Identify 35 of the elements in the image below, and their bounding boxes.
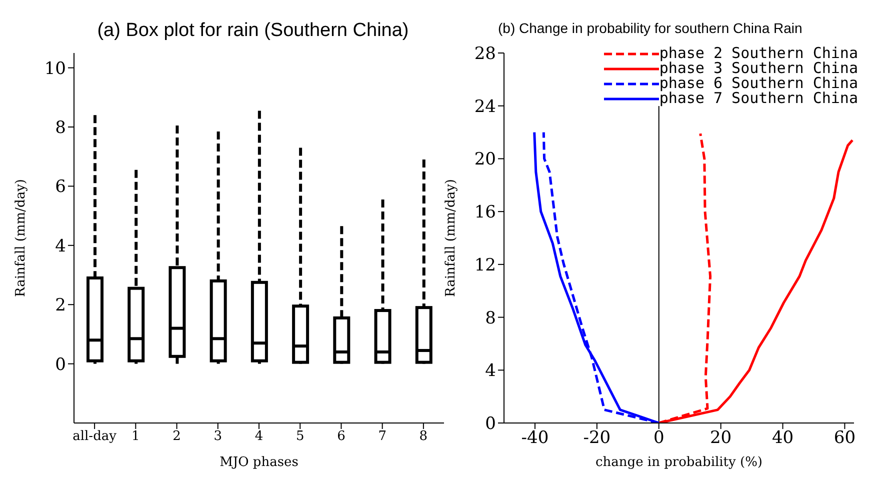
x-axis-title: MJO phases	[220, 455, 298, 470]
y-tick-label: 28	[474, 44, 496, 64]
y-tick-label: 10	[44, 58, 66, 79]
x-tick-label: 6	[337, 429, 346, 444]
y-tick-label: 4	[55, 236, 66, 256]
x-tick-label: -20	[583, 428, 611, 448]
x-axis-title: change in probability (%)	[595, 455, 763, 470]
y-tick-label: 12	[474, 255, 496, 276]
y-axis-title: Rainfall (mm/day)	[14, 179, 29, 297]
y-tick-label: 2	[55, 296, 66, 316]
y-tick-label: 0	[55, 354, 66, 375]
x-tick-label: 0	[653, 428, 664, 448]
x-tick-label: 2	[172, 429, 181, 444]
x-tick-label: 8	[419, 429, 428, 444]
y-tick-label: 8	[485, 308, 496, 328]
x-tick-label: -40	[521, 428, 549, 448]
x-tick-label: 3	[214, 429, 222, 444]
x-tick-label: 20	[710, 428, 732, 448]
y-tick-label: 4	[485, 361, 496, 382]
y-tick-label: 6	[55, 177, 66, 198]
x-tick-label: 4	[254, 429, 264, 444]
x-tick-label: 7	[378, 429, 386, 444]
x-tick-label: 5	[296, 429, 304, 444]
x-tick-label: 40	[772, 428, 794, 448]
chart-title: (a) Box plot for rain (Southern China)	[96, 20, 410, 42]
y-tick-label: 20	[474, 150, 496, 170]
y-tick-label: 8	[55, 118, 66, 138]
y-axis-title: Rainfall (mm/day)	[444, 179, 459, 297]
x-tick-label: all-day	[72, 429, 118, 444]
x-tick-label: 60	[834, 428, 856, 448]
legend-label: phase 2 Southern China	[659, 44, 858, 62]
x-tick-label: 1	[132, 429, 140, 444]
y-tick-label: 24	[474, 96, 496, 117]
y-tick-label: 16	[474, 202, 496, 223]
chart-title: (b) Change in probability for southern China Rain	[498, 20, 804, 36]
